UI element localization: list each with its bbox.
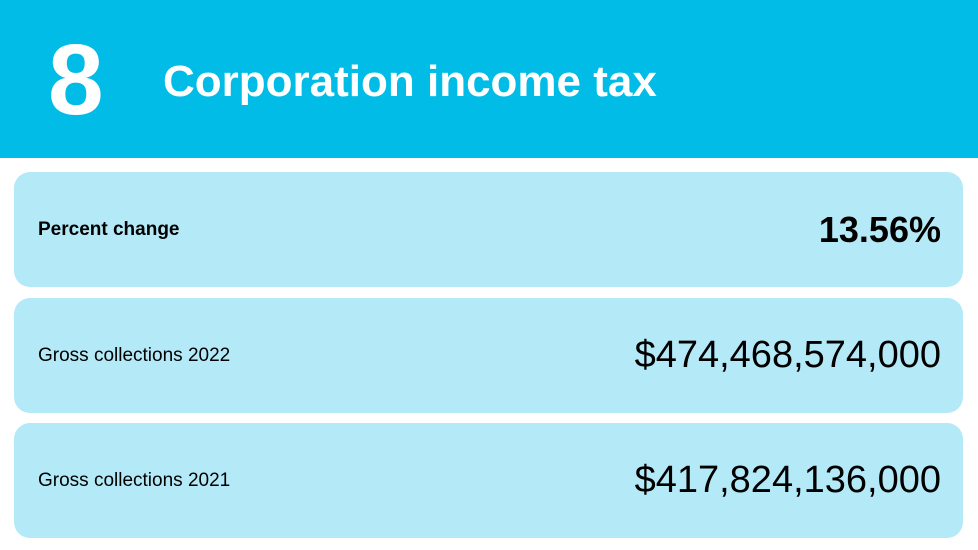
row: Percent change 13.56% xyxy=(14,172,963,287)
row-label: Gross collections 2021 xyxy=(38,470,231,491)
row-value: $474,468,574,000 xyxy=(634,334,941,376)
row: Gross collections 2021 $417,824,136,000 xyxy=(14,423,963,538)
row-value: 13.56% xyxy=(818,209,941,250)
row-label: Percent change xyxy=(38,219,180,240)
row-value: $417,824,136,000 xyxy=(634,459,941,501)
row-label: Gross collections 2022 xyxy=(38,345,231,366)
row: Gross collections 2022 $474,468,574,000 xyxy=(14,298,963,413)
header: 8 Corporation income tax xyxy=(0,0,978,158)
title: Corporation income tax xyxy=(163,57,657,106)
rank: 8 xyxy=(48,24,104,136)
